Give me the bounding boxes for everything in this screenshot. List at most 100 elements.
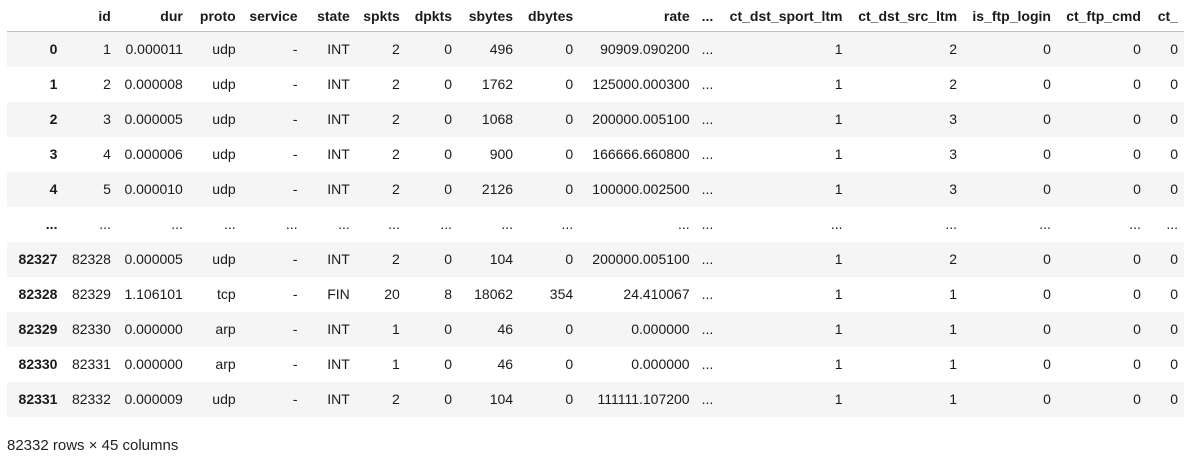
table-cell: 111111.107200 bbox=[597, 391, 690, 407]
row-index: 4 bbox=[49, 181, 58, 197]
table-cell: 2 bbox=[392, 391, 400, 407]
table-cell: 0 bbox=[444, 391, 453, 407]
index-header bbox=[7, 0, 64, 32]
table-cell: ... bbox=[701, 321, 714, 337]
table-cell: 82332 bbox=[71, 391, 111, 407]
table-cell: ... bbox=[285, 216, 298, 232]
table-cell: INT bbox=[327, 146, 350, 162]
table-cell: 104 bbox=[489, 251, 514, 267]
table-cell: - bbox=[292, 41, 298, 58]
table-cell: 0.000000 bbox=[631, 321, 690, 337]
table-cell: 0 bbox=[1170, 111, 1178, 127]
table-cell: ... bbox=[701, 111, 714, 127]
table-cell: 1 bbox=[949, 286, 958, 302]
table-cell: INT bbox=[327, 181, 350, 197]
column-header: ct_dst_src_ltm bbox=[848, 0, 964, 32]
table-cell: 0 bbox=[1170, 391, 1178, 407]
table-cell: 0 bbox=[1133, 286, 1141, 302]
table-cell: 0.000005 bbox=[124, 111, 183, 127]
table-cell: INT bbox=[327, 391, 350, 407]
table-cell: 0 bbox=[1133, 76, 1141, 92]
table-cell: arp bbox=[215, 356, 236, 372]
table-cell: 0 bbox=[565, 111, 574, 127]
table-cell: ... bbox=[223, 216, 236, 232]
table-cell: 1762 bbox=[481, 76, 514, 92]
table-cell: 0.000000 bbox=[631, 356, 690, 372]
table-cell: INT bbox=[327, 76, 350, 92]
table-cell: 0 bbox=[1170, 76, 1178, 92]
column-header: spkts bbox=[355, 0, 406, 32]
table-cell: 0 bbox=[565, 41, 574, 58]
table-cell: FIN bbox=[327, 286, 350, 302]
table-cell: 0 bbox=[1133, 41, 1141, 58]
table-cell: 200000.005100 bbox=[592, 251, 690, 267]
table-cell: 82329 bbox=[71, 286, 111, 302]
table-cell: 0 bbox=[444, 321, 453, 337]
table-cell: 1 bbox=[949, 321, 958, 337]
table-cell: 46 bbox=[497, 321, 514, 337]
column-header: ct_dst_sport_ltm bbox=[719, 0, 849, 32]
table-cell: - bbox=[292, 181, 298, 197]
table-cell: INT bbox=[327, 321, 350, 337]
table-cell: 2 bbox=[392, 41, 400, 58]
table-cell: 0 bbox=[1170, 41, 1178, 58]
table-cell: 0 bbox=[1043, 391, 1051, 407]
table-cell: 2 bbox=[392, 111, 400, 127]
table-body: 0 1 0.000011 udp - INT 2 0 496 0 90909.090200... 1 2… bbox=[7, 31, 1184, 417]
row-index: 0 bbox=[49, 41, 58, 58]
table-cell: 2 bbox=[949, 41, 958, 58]
table-cell: 82330 bbox=[71, 321, 111, 337]
table-cell: 0 bbox=[565, 181, 574, 197]
header-row: id dur proto service state spkts dpkts sbytes db… bbox=[7, 0, 1184, 32]
table-cell: udp bbox=[212, 76, 236, 92]
table-cell: tcp bbox=[216, 286, 236, 302]
table-cell: 1 bbox=[392, 321, 400, 337]
column-header: dpkts bbox=[405, 0, 459, 32]
table-cell: 0 bbox=[1170, 356, 1178, 372]
table-cell: INT bbox=[327, 356, 350, 372]
table-cell: ... bbox=[701, 391, 714, 407]
table-cell: - bbox=[292, 251, 298, 267]
table-cell: 0 bbox=[565, 391, 574, 407]
table-cell: ... bbox=[701, 251, 714, 267]
table-cell: 0.000008 bbox=[124, 76, 183, 92]
table-row: 82329 82330 0.000000 arp - INT 1 0 46 0 0.000000..… bbox=[7, 311, 1184, 347]
table-cell: - bbox=[292, 356, 298, 372]
table-cell: 1 bbox=[834, 391, 843, 407]
column-header: ct_ftp_cmd bbox=[1056, 0, 1147, 32]
table-row: 82327 82328 0.000005 udp - INT 2 0 104 0 200000.00… bbox=[7, 241, 1184, 277]
table-cell: INT bbox=[327, 111, 350, 127]
table-cell: 0.000009 bbox=[124, 391, 183, 407]
table-cell: 0 bbox=[1043, 251, 1051, 267]
table-cell: - bbox=[292, 146, 298, 162]
table-cell: ... bbox=[171, 216, 183, 232]
dataframe-table: id dur proto service state spkts dpkts sbytes db… bbox=[7, 0, 1184, 417]
column-header: id bbox=[63, 0, 117, 32]
row-index: 82330 bbox=[18, 356, 58, 372]
table-cell: 0 bbox=[1133, 111, 1141, 127]
table-cell: 0 bbox=[1043, 111, 1051, 127]
table-cell: 0.000000 bbox=[124, 321, 183, 337]
table-cell: 82328 bbox=[71, 251, 111, 267]
table-cell: 0.000010 bbox=[124, 181, 183, 197]
table-cell: ... bbox=[701, 146, 714, 162]
table-cell: 2 bbox=[392, 181, 400, 197]
table-cell: 1 bbox=[834, 76, 843, 92]
table-cell: INT bbox=[327, 251, 350, 267]
table-cell: 0 bbox=[565, 76, 574, 92]
table-cell: 3 bbox=[949, 181, 958, 197]
table-cell: 0 bbox=[1043, 181, 1051, 197]
table-cell: 354 bbox=[549, 286, 574, 302]
table-cell: udp bbox=[212, 111, 236, 127]
column-header: ct_ bbox=[1146, 0, 1184, 32]
table-cell: 900 bbox=[489, 146, 514, 162]
table-cell: ... bbox=[388, 216, 400, 232]
table-cell: 82331 bbox=[71, 356, 111, 372]
table-cell: 1 bbox=[834, 41, 843, 58]
table-cell: - bbox=[292, 111, 298, 127]
table-cell: ... bbox=[440, 216, 453, 232]
table-cell: 1 bbox=[834, 286, 843, 302]
table-row: 82331 82332 0.000009 udp - INT 2 0 104 0 111111.10… bbox=[7, 381, 1184, 417]
table-cell: 0 bbox=[1043, 356, 1051, 372]
table-cell: - bbox=[292, 286, 298, 302]
